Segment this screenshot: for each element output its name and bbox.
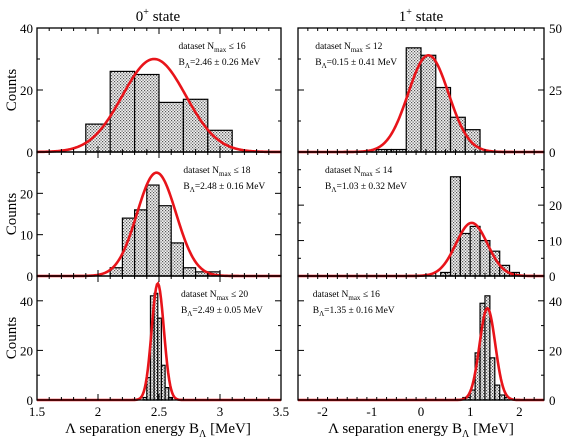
y-tick-label: 10 (20, 228, 33, 243)
x-tick-label: -1 (366, 404, 377, 419)
y-tick-label: 20 (20, 186, 33, 201)
panel-left-top: 0 20 40 dataset Nmax ≤ 16 BΛ=2.46 ± 0.26 MeV (20, 21, 282, 160)
panel-frame (297, 275, 545, 401)
y-tick-label: 50 (549, 21, 562, 36)
ylabel-left-top: Counts (4, 69, 20, 112)
annotation-separation-energy: BΛ=2.49 ± 0.05 MeV (181, 306, 263, 318)
histogram-bar (499, 394, 506, 401)
annotation-dataset: dataset Nmax ≤ 16 (313, 290, 380, 302)
xlabel-right: Λ separation energy BΛ [MeV] (328, 421, 514, 439)
y-tick-label: 25 (549, 83, 562, 98)
histogram-bar (158, 101, 184, 153)
y-tick-label: 20 (549, 198, 562, 213)
x-tick-label: 3 (217, 404, 224, 419)
x-tick-label: 1 (467, 404, 474, 419)
histogram-bar (420, 54, 437, 153)
histogram-bar (449, 116, 466, 153)
annotation-separation-energy: BΛ=0.15 ± 0.41 MeV (315, 58, 397, 70)
histogram-bar (489, 357, 496, 401)
histogram-bar (469, 225, 481, 277)
y-tick-label: 0 (549, 145, 556, 160)
x-tick-label: 0 (418, 404, 425, 419)
ylabel-left-middle: Counts (4, 193, 20, 236)
y-tick-label: 0 (27, 269, 34, 284)
column-title-left: 0+ state (136, 7, 181, 25)
histogram-bar (459, 232, 471, 277)
x-tick-label: 2 (95, 404, 102, 419)
y-tick-label: 20 (20, 343, 33, 358)
ylabel-left-bottom: Counts (4, 317, 20, 360)
annotation-separation-energy: BΛ=1.03 ± 0.32 MeV (325, 182, 407, 194)
y-tick-label: 0 (27, 145, 34, 160)
y-tick-label: 40 (549, 294, 562, 309)
panel-right-middle: 0 10 20 dataset Nmax ≤ 14 BΛ=1.03 ± 0.32 MeV (297, 151, 562, 284)
annotation-separation-energy: BΛ=2.48 ± 0.16 MeV (183, 182, 265, 194)
y-tick-label: 0 (549, 269, 556, 284)
annotation-dataset: dataset Nmax ≤ 16 (179, 42, 246, 54)
annotation-dataset: dataset Nmax ≤ 14 (325, 166, 392, 178)
histogram-bar (146, 184, 160, 277)
histogram-bar (134, 73, 160, 153)
annotation-dataset: dataset Nmax ≤ 18 (183, 166, 250, 178)
annotation-dataset: dataset Nmax ≤ 12 (315, 42, 382, 54)
gaussian-fit-curve (36, 57, 282, 154)
panel-right-top: 0 25 50 dataset Nmax ≤ 12 BΛ=0.15 ± 0.41 MeV (297, 21, 562, 160)
column-title-right: 1+ state (399, 7, 444, 25)
y-tick-label: 20 (20, 83, 33, 98)
xlabel-left: Λ separation energy BΛ [MeV] (65, 421, 251, 439)
annotation-separation-energy: BΛ=2.46 ± 0.26 MeV (179, 58, 261, 70)
x-tick-label: -2 (317, 404, 328, 419)
histogram-bar (170, 242, 184, 277)
annotation-separation-energy: BΛ=1.35 ± 0.16 MeV (313, 306, 395, 318)
histogram-bar (158, 205, 172, 277)
histogram-bar (449, 176, 461, 277)
panel-left-bottom: 0 20 40 1.5 2 2.5 3 3.5 dataset Nmax ≤ 20 BΛ=2.49… (20, 275, 289, 419)
y-tick-label: 10 (549, 234, 562, 249)
gaussian-fit-curve (298, 306, 544, 402)
x-tick-label: 1.5 (29, 404, 45, 419)
y-tick-label: 20 (549, 343, 562, 358)
panel-right-bottom: 0 20 40 -2 -1 0 1 2 dataset Nmax ≤ 16 BΛ=1.35 ± 0… (297, 275, 562, 419)
x-tick-label: 2.5 (151, 404, 167, 419)
x-tick-label: 3.5 (273, 404, 289, 419)
y-tick-label: 0 (27, 393, 34, 408)
histogram-bar (435, 86, 452, 153)
y-tick-label: 40 (20, 21, 33, 36)
histogram-bar (134, 209, 148, 277)
y-tick-label: 40 (20, 294, 33, 309)
histogram-bar (494, 384, 501, 401)
y-tick-label: 0 (549, 393, 556, 408)
histogram-bar (182, 267, 197, 277)
panel-left-middle: 0 10 20 dataset Nmax ≤ 18 BΛ=2.48 ± 0.16 MeV (20, 151, 282, 284)
annotation-dataset: dataset Nmax ≤ 20 (181, 290, 248, 302)
x-tick-label: 2 (516, 404, 523, 419)
